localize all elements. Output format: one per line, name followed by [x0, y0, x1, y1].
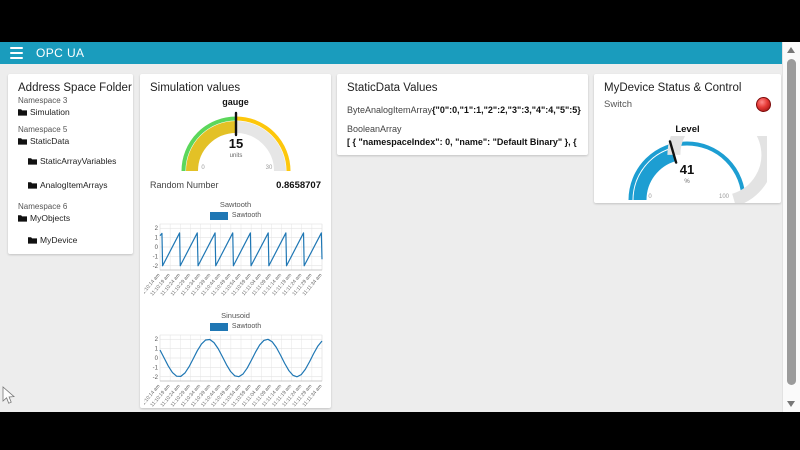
legend-swatch — [209, 211, 228, 220]
bytearray-row: ByteAnalogItemArray {"0":0,"1":1,"2":2,"… — [347, 105, 581, 115]
legend-swatch — [209, 322, 228, 331]
tree-item-label: AnalogItemArrays — [40, 180, 108, 190]
svg-text:-1: -1 — [153, 254, 159, 260]
gauge-max: 100 — [719, 194, 730, 200]
random-number-row: Random Number 0.8658707 — [150, 180, 321, 192]
simulation-values-card: Simulation values gauge 15 units 0 30 Rando… — [140, 74, 331, 408]
chart-legend[interactable]: Sawtooth — [140, 211, 331, 220]
gauge-value: 41 — [680, 162, 694, 177]
card-title: Simulation values — [150, 82, 241, 94]
gauge-max: 30 — [265, 165, 272, 171]
tree-item-myobjects[interactable]: MyObjects — [18, 213, 70, 223]
vertical-scrollbar[interactable] — [782, 42, 800, 412]
mydevice-card: MyDevice Status & Control Switch Level 4… — [594, 74, 781, 203]
folder-icon — [28, 157, 37, 165]
tree-item-staticdata[interactable]: StaticData — [18, 136, 69, 146]
bytearray-value: {"0":0,"1":1,"2":2,"3":3,"4":4,"5":5} — [432, 105, 581, 115]
gauge-min: 0 — [201, 165, 205, 171]
namespace-label: Namespace 6 — [18, 202, 68, 211]
random-number-label: Random Number — [150, 180, 219, 190]
legend-label: Sawtooth — [231, 212, 262, 219]
mouse-cursor — [2, 386, 15, 404]
svg-text:1: 1 — [155, 236, 159, 242]
booleanarray-label: BooleanArray — [347, 124, 402, 134]
card-title: StaticData Values — [347, 82, 438, 94]
card-title: MyDevice Status & Control — [604, 82, 742, 94]
legend-label: Sawtooth — [231, 323, 262, 330]
gauge-min: 0 — [648, 194, 652, 200]
sawtooth-chart: Sawtooth Sawtooth 2 1 0 -1 -2 11:10:14 am 11:1… — [140, 200, 331, 305]
svg-text:-2: -2 — [153, 375, 159, 381]
gauge-units: units — [229, 153, 242, 159]
level-gauge: 41% 0 100 — [628, 136, 767, 203]
tree-item-label: StaticData — [30, 136, 70, 146]
tree-item-label: StaticArrayVariables — [40, 156, 117, 166]
folder-icon — [18, 137, 27, 145]
tree-item-label: MyDevice — [40, 235, 78, 245]
svg-text:0: 0 — [155, 245, 159, 251]
namespace-label: Namespace 3 — [18, 96, 68, 105]
tree-item-mydevice[interactable]: MyDevice — [28, 235, 77, 245]
scroll-down-arrow-icon[interactable] — [787, 401, 795, 407]
chart-title: Sawtooth — [219, 200, 252, 209]
switch-label: Switch — [604, 98, 632, 110]
address-space-card: Address Space Folder Str... Namespace 3 … — [8, 74, 133, 254]
switch-led-button[interactable] — [756, 96, 771, 112]
folder-icon — [18, 108, 27, 116]
svg-text:1: 1 — [155, 347, 159, 353]
gauge-title: gauge — [222, 97, 249, 107]
tree-item-staticarrayvariables[interactable]: StaticArrayVariables — [28, 156, 116, 166]
tree-item-analogitemarrays[interactable]: AnalogItemArrays — [28, 180, 108, 190]
scrollbar-thumb[interactable] — [786, 59, 796, 385]
svg-text:2: 2 — [155, 337, 159, 343]
svg-text:0: 0 — [155, 356, 159, 362]
tree-item-label: MyObjects — [30, 213, 71, 223]
booleanarray-value: [ { "namespaceIndex": 0, "name": "Defaul… — [347, 137, 578, 147]
menu-icon[interactable] — [10, 46, 23, 60]
folder-icon — [28, 236, 37, 244]
chart-title: Sinusoid — [221, 311, 250, 320]
staticdata-values-card: StaticData Values ByteAnalogItemArray {"… — [337, 74, 588, 155]
scroll-up-arrow-icon[interactable] — [787, 47, 795, 53]
svg-text:-1: -1 — [153, 365, 159, 371]
namespace-label: Namespace 5 — [18, 125, 68, 134]
tree-item-simulation[interactable]: Simulation — [18, 107, 70, 117]
folder-icon — [18, 214, 27, 222]
card-title: Address Space Folder Str... — [18, 82, 133, 94]
svg-text:2: 2 — [155, 226, 159, 232]
random-number-value: 0.8658707 — [276, 180, 321, 191]
folder-icon — [28, 181, 37, 189]
level-gauge-title: Level — [675, 124, 700, 135]
switch-row: Switch — [604, 96, 771, 112]
chart-legend[interactable]: Sawtooth — [140, 322, 331, 331]
svg-text:-2: -2 — [153, 264, 159, 270]
bytearray-label: ByteAnalogItemArray — [347, 105, 433, 115]
gauge-value: 15 — [228, 136, 242, 151]
gauge-units: % — [684, 179, 690, 185]
simulation-gauge: 15 units 0 30 — [181, 111, 290, 172]
tree-item-label: Simulation — [30, 107, 70, 117]
sinusoid-chart: Sinusoid Sawtooth 2 1 0 -1 -2 11:10:14 am 11:1… — [140, 311, 331, 408]
dashboard-page: OPC UA Address Space Folder Str... Names… — [0, 42, 800, 412]
app-title: OPC UA — [36, 46, 85, 60]
app-header: OPC UA — [0, 42, 783, 64]
